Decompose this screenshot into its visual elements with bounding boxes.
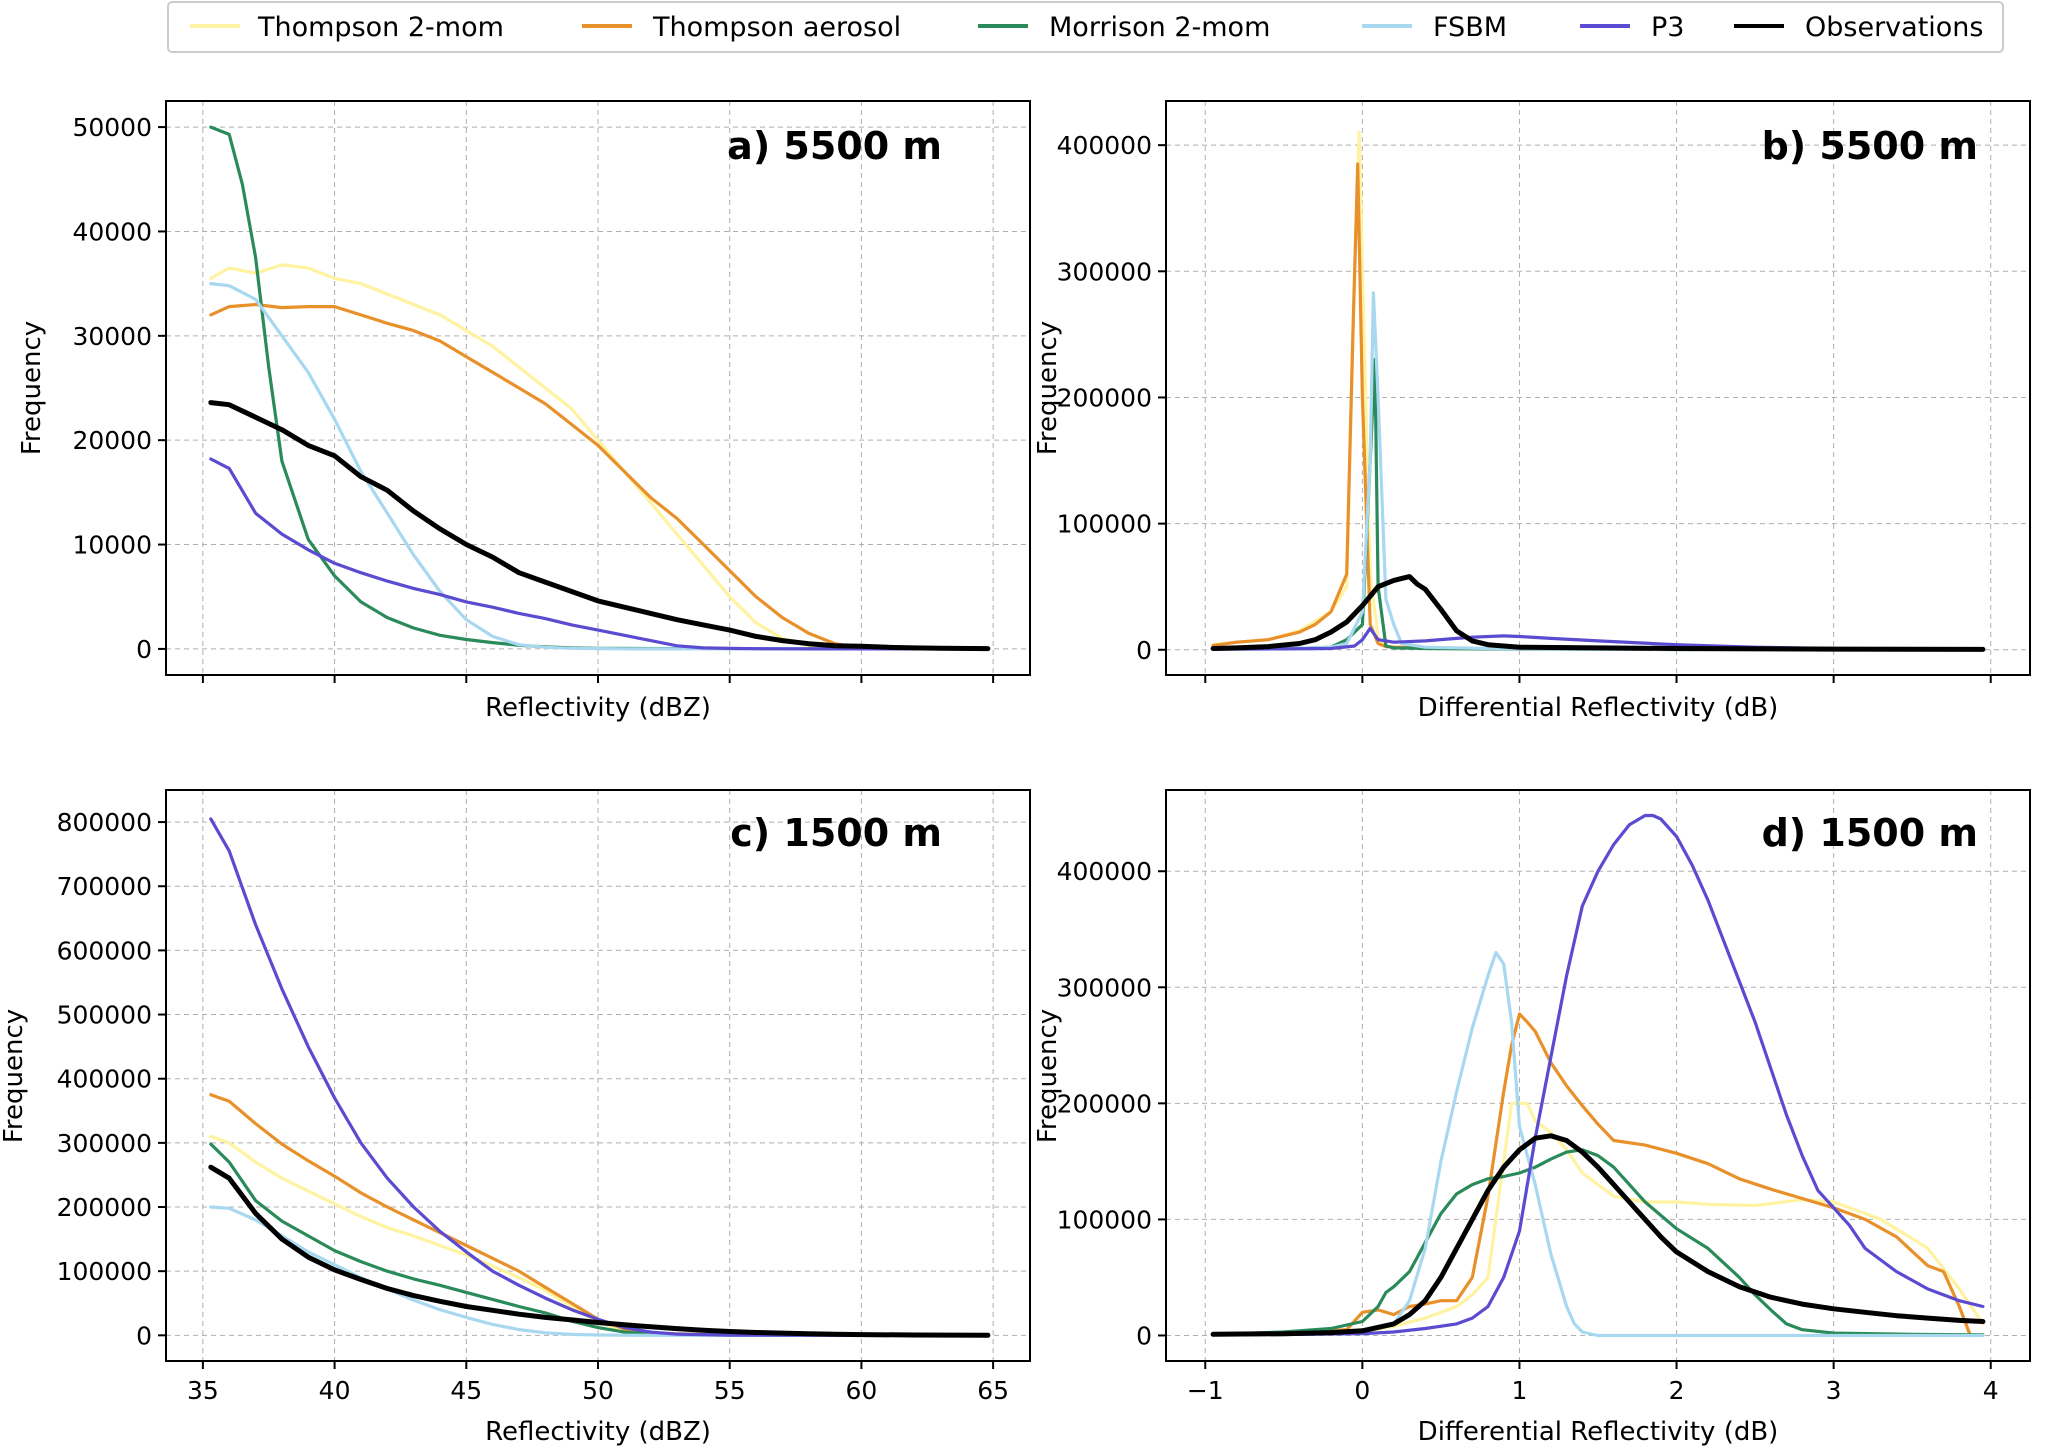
- series-line-p3: [1211, 813, 1985, 1337]
- x-tick-label: 2: [1669, 1376, 1685, 1405]
- legend-label: Thompson 2-mom: [257, 12, 504, 43]
- x-tick-label: 55: [714, 1376, 746, 1405]
- panel-d-zdr-1500m: −1 0 1 2 3 4 0 100000 200000 300000 400000 d) 1500…: [1033, 789, 2031, 1447]
- y-tick-label: 0: [136, 635, 152, 664]
- legend-frame: [167, 1, 2004, 53]
- y-tick-label: 100000: [57, 1257, 152, 1286]
- panel-c-reflectivity-1500m: 35 40 45 50 55 60 65 0 100000 200000 300000 400000 5…: [0, 789, 1031, 1447]
- series-line-p3: [209, 817, 990, 1337]
- y-tick-label: 300000: [57, 1129, 152, 1158]
- legend-entry-morrison-2mom: Morrison 2-mom: [978, 12, 1270, 43]
- ticks: −1 0 1 2 3 4 0 100000 200000 300000 400000: [1057, 857, 1999, 1405]
- y-tick-label: 200000: [1057, 383, 1152, 412]
- series-line-p3: [209, 457, 990, 651]
- panel-title: b) 5500 m: [1762, 124, 1978, 168]
- series-line-observations: [208, 1164, 991, 1338]
- y-tick-label: 50000: [72, 113, 152, 142]
- legend-entry-fsbm: FSBM: [1362, 12, 1507, 43]
- x-tick-label: 65: [977, 1376, 1009, 1405]
- y-tick-label: 0: [136, 1321, 152, 1350]
- y-axis-label: Frequency: [17, 321, 47, 455]
- grid: [166, 790, 1030, 1361]
- y-axis-label: Frequency: [0, 1009, 29, 1143]
- y-tick-label: 0: [1136, 636, 1152, 665]
- x-tick-label: 1: [1512, 1376, 1528, 1405]
- x-tick-label: 50: [582, 1376, 614, 1405]
- legend-entry-observations: Observations: [1734, 12, 1983, 43]
- y-tick-label: 400000: [1057, 857, 1152, 886]
- legend-entry-thompson-2mom: Thompson 2-mom: [190, 12, 504, 43]
- y-tick-label: 600000: [57, 936, 152, 965]
- x-axis-label: Reflectivity (dBZ): [485, 693, 711, 723]
- ticks: 35 40 45 50 55 60 65 0 100000 200000 300000 400000 5…: [57, 808, 1009, 1405]
- y-tick-label: 20000: [72, 426, 152, 455]
- y-tick-label: 300000: [1057, 973, 1152, 1002]
- legend: Thompson 2-mom Thompson aerosol Morrison…: [167, 1, 2004, 53]
- plot-lines: [1210, 130, 1986, 652]
- x-axis-label: Differential Reflectivity (dB): [1418, 1417, 1779, 1447]
- y-tick-label: 40000: [72, 217, 152, 246]
- axes-frame: [1165, 789, 2031, 1362]
- series-line-morrison-2-mom: [209, 1142, 990, 1337]
- legend-label: FSBM: [1433, 12, 1507, 43]
- x-tick-label: 35: [187, 1376, 219, 1405]
- y-tick-label: 200000: [57, 1193, 152, 1222]
- x-tick-label: 0: [1354, 1376, 1370, 1405]
- y-tick-label: 500000: [57, 1001, 152, 1030]
- axes-frame: [1165, 100, 2031, 676]
- legend-label: Observations: [1805, 12, 1983, 43]
- panel-a-reflectivity-5500m: 0 10000 20000 30000 40000 50000 a) 5500 m Ref…: [17, 100, 1031, 723]
- y-tick-label: 400000: [57, 1065, 152, 1094]
- x-tick-label: −1: [1187, 1376, 1224, 1405]
- x-tick-label: 45: [450, 1376, 482, 1405]
- y-axis-label: Frequency: [1033, 321, 1063, 455]
- series-line-observations: [1210, 1133, 1986, 1337]
- series-line-thompson-aerosol: [209, 302, 990, 651]
- plot-lines: [1210, 813, 1986, 1338]
- legend-entry-p3: P3: [1580, 12, 1684, 43]
- panel-title: c) 1500 m: [730, 811, 942, 855]
- y-tick-label: 30000: [72, 322, 152, 351]
- ticks: 0 10000 20000 30000 40000 50000: [72, 113, 995, 683]
- series-line-observations: [208, 400, 991, 652]
- series-line-observations: [1210, 574, 1986, 652]
- y-tick-label: 400000: [1057, 131, 1152, 160]
- legend-label: Morrison 2-mom: [1049, 12, 1270, 43]
- panel-title: a) 5500 m: [727, 124, 942, 168]
- y-tick-label: 700000: [57, 872, 152, 901]
- x-tick-label: 60: [846, 1376, 878, 1405]
- series-line-morrison-2-mom: [1211, 1148, 1985, 1337]
- y-tick-label: 100000: [1057, 1205, 1152, 1234]
- y-tick-label: 10000: [72, 531, 152, 560]
- x-axis-label: Reflectivity (dBZ): [485, 1417, 711, 1447]
- y-axis-label: Frequency: [1033, 1009, 1063, 1143]
- x-tick-label: 40: [319, 1376, 351, 1405]
- series-line-fsbm: [209, 1205, 990, 1337]
- series-line-fsbm: [209, 282, 990, 651]
- series-line-fsbm: [1211, 950, 1985, 1338]
- legend-label: Thompson aerosol: [652, 12, 901, 43]
- panel-b-zdr-5500m: 0 100000 200000 300000 400000 b) 5500 m Diff…: [1033, 100, 2031, 723]
- plot-lines: [208, 125, 991, 652]
- plot-lines: [208, 817, 991, 1338]
- x-axis-label: Differential Reflectivity (dB): [1418, 693, 1779, 723]
- legend-entry-thompson-aerosol: Thompson aerosol: [582, 12, 901, 43]
- y-tick-label: 300000: [1057, 257, 1152, 286]
- y-tick-label: 100000: [1057, 510, 1152, 539]
- x-tick-label: 4: [1983, 1376, 1999, 1405]
- y-tick-label: 200000: [1057, 1089, 1152, 1118]
- ticks: 0 100000 200000 300000 400000: [1057, 131, 1992, 683]
- legend-label: P3: [1651, 12, 1684, 43]
- y-tick-label: 800000: [57, 808, 152, 837]
- y-tick-label: 0: [1136, 1321, 1152, 1350]
- x-tick-label: 3: [1826, 1376, 1842, 1405]
- panel-title: d) 1500 m: [1762, 811, 1978, 855]
- series-line-thompson-2-mom: [1211, 1101, 1985, 1336]
